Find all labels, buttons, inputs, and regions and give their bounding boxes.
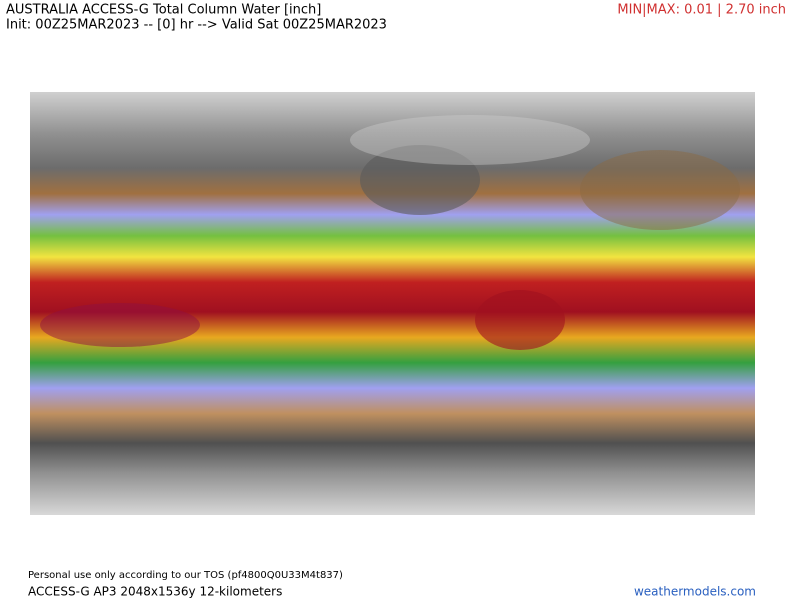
site[interactable]: weathermodels.com [634,585,756,599]
map [30,92,755,515]
blob [40,303,200,347]
tos-note: Personal use only according to our TOS (… [28,570,343,581]
subtitle: Init: 00Z25MAR2023 -- [0] hr --> Valid S… [6,18,387,33]
blob [350,115,590,165]
blob [475,290,565,350]
continent [360,145,480,215]
continent [580,150,740,230]
min-max: MIN|MAX: 0.01 | 2.70 inch [617,3,786,18]
model-info: ACCESS-G AP3 2048x1536y 12-kilometers [28,585,282,599]
title: AUSTRALIA ACCESS-G Total Column Water [i… [6,3,321,18]
